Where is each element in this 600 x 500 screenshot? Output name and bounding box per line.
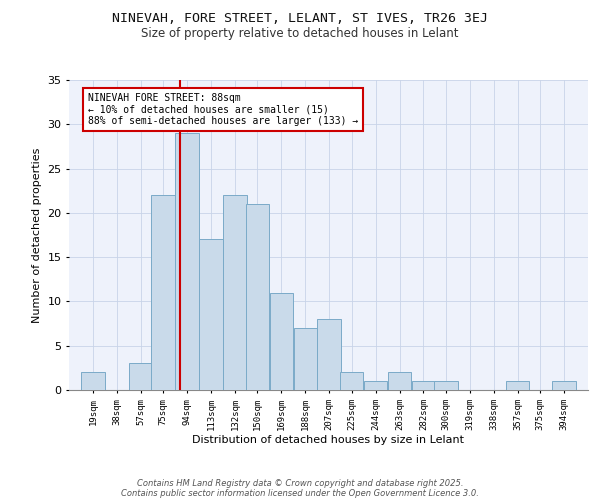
Bar bbox=[246, 204, 269, 390]
Bar bbox=[388, 372, 411, 390]
Bar bbox=[269, 292, 293, 390]
Text: NINEVAH FORE STREET: 88sqm
← 10% of detached houses are smaller (15)
88% of semi: NINEVAH FORE STREET: 88sqm ← 10% of deta… bbox=[88, 94, 358, 126]
Text: Size of property relative to detached houses in Lelant: Size of property relative to detached ho… bbox=[141, 28, 459, 40]
Y-axis label: Number of detached properties: Number of detached properties bbox=[32, 148, 41, 322]
Bar bbox=[340, 372, 364, 390]
Bar bbox=[434, 381, 458, 390]
Text: NINEVAH, FORE STREET, LELANT, ST IVES, TR26 3EJ: NINEVAH, FORE STREET, LELANT, ST IVES, T… bbox=[112, 12, 488, 26]
Bar bbox=[412, 381, 435, 390]
Bar bbox=[175, 133, 199, 390]
Bar bbox=[199, 240, 223, 390]
Bar bbox=[506, 381, 529, 390]
Bar bbox=[223, 195, 247, 390]
Bar bbox=[293, 328, 317, 390]
Bar bbox=[129, 364, 152, 390]
Text: Contains HM Land Registry data © Crown copyright and database right 2025.: Contains HM Land Registry data © Crown c… bbox=[137, 478, 463, 488]
Text: Contains public sector information licensed under the Open Government Licence 3.: Contains public sector information licen… bbox=[121, 488, 479, 498]
Bar bbox=[151, 195, 175, 390]
Bar bbox=[364, 381, 388, 390]
Bar bbox=[553, 381, 576, 390]
Bar bbox=[317, 319, 341, 390]
Bar bbox=[81, 372, 104, 390]
X-axis label: Distribution of detached houses by size in Lelant: Distribution of detached houses by size … bbox=[193, 436, 464, 446]
